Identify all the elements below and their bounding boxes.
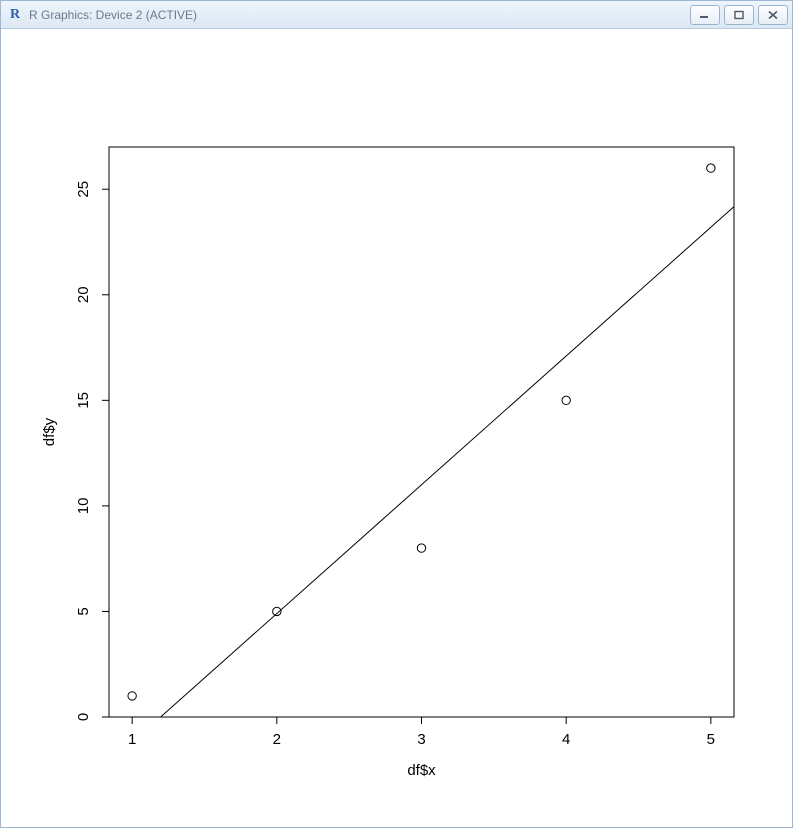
y-tick-label: 15 [75, 392, 92, 409]
titlebar[interactable]: R R Graphics: Device 2 (ACTIVE) [1, 1, 792, 29]
y-tick-label: 0 [75, 713, 92, 721]
minimize-button[interactable] [690, 5, 720, 25]
x-tick-label: 5 [707, 731, 715, 748]
plot-area: 1 2 3 4 5 0 5 10 15 20 25 df$x df$y [1, 29, 792, 827]
y-tick-label: 20 [75, 286, 92, 303]
scatter-plot: 1 2 3 4 5 0 5 10 15 20 25 df$x df$y [1, 29, 792, 827]
x-tick-label: 3 [417, 731, 425, 748]
r-graphics-window: R R Graphics: Device 2 (ACTIVE) 1 2 3 4 [0, 0, 793, 828]
r-app-icon: R [7, 7, 23, 23]
y-tick-label: 5 [75, 607, 92, 615]
y-tick-label: 25 [75, 181, 92, 198]
maximize-button[interactable] [724, 5, 754, 25]
x-tick-label: 2 [273, 731, 281, 748]
x-axis-label: df$x [407, 762, 436, 779]
x-tick-label: 4 [562, 731, 570, 748]
x-tick-label: 1 [128, 731, 136, 748]
close-button[interactable] [758, 5, 788, 25]
window-title: R Graphics: Device 2 (ACTIVE) [29, 8, 690, 22]
y-tick-label: 10 [75, 498, 92, 515]
y-axis-label: df$y [41, 417, 58, 446]
window-controls [690, 5, 788, 25]
